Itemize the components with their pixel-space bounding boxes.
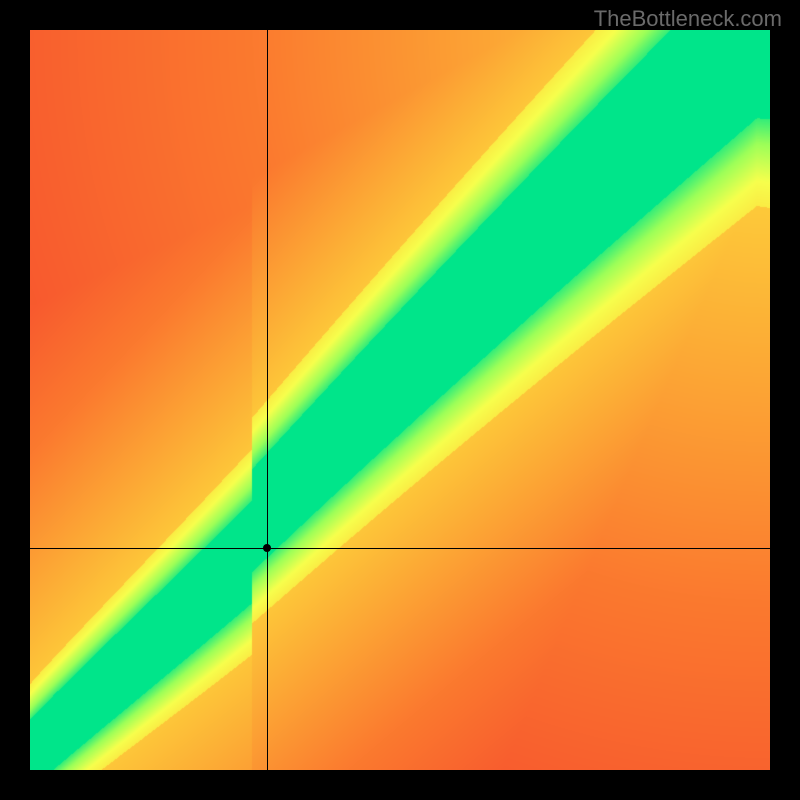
crosshair-horizontal — [30, 548, 770, 549]
heatmap-canvas — [30, 30, 770, 770]
crosshair-marker — [263, 544, 271, 552]
watermark: TheBottleneck.com — [594, 6, 782, 32]
plot-area — [30, 30, 770, 770]
crosshair-vertical — [267, 30, 268, 770]
